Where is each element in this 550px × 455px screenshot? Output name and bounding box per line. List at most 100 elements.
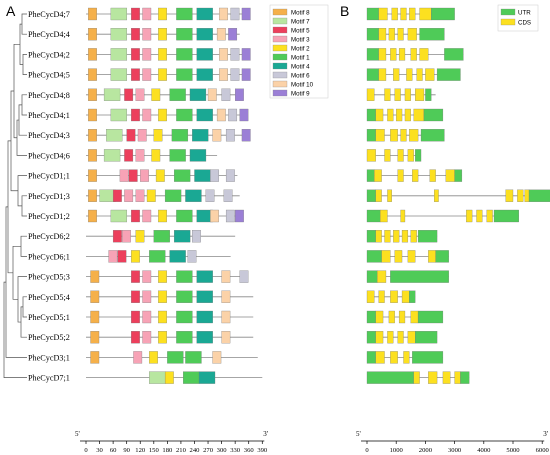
motif-box bbox=[88, 68, 97, 81]
utr-box bbox=[366, 270, 378, 283]
motif-box bbox=[230, 48, 240, 61]
cds-box bbox=[378, 290, 385, 303]
motif-box bbox=[223, 189, 233, 202]
motif-box bbox=[110, 108, 128, 122]
cds-box bbox=[366, 149, 376, 162]
motif-box bbox=[124, 88, 134, 101]
utr-box bbox=[366, 108, 376, 122]
cds-box bbox=[375, 189, 382, 202]
cds-box bbox=[434, 189, 439, 202]
cds-box bbox=[410, 230, 417, 243]
cds-box bbox=[366, 88, 375, 101]
gene-legend: UTR CDS bbox=[497, 4, 539, 32]
utr-box bbox=[435, 250, 449, 263]
gene-labels: PheCycD4;7 PheCycD4;4 PheCycD4;2 PheCycD4;5… bbox=[28, 10, 70, 383]
tree-branch bbox=[5, 206, 27, 358]
gene-label: PheCycD6;1 bbox=[28, 252, 70, 261]
motif-box bbox=[212, 351, 222, 364]
motif-box bbox=[241, 48, 251, 61]
utr-box bbox=[366, 48, 379, 61]
motif-box bbox=[221, 270, 231, 283]
motif-box bbox=[142, 209, 152, 223]
motif-box bbox=[210, 209, 219, 223]
gene-structure-panel bbox=[366, 7, 550, 384]
cds-box bbox=[397, 149, 404, 162]
cds-box bbox=[419, 48, 429, 61]
cds-box bbox=[397, 331, 404, 344]
cds-box bbox=[375, 230, 382, 243]
motif-box bbox=[137, 129, 147, 142]
motif-box bbox=[149, 351, 158, 364]
cds-box bbox=[366, 290, 375, 303]
legend-swatch bbox=[272, 80, 288, 88]
legend-swatch bbox=[272, 8, 288, 16]
cds-box bbox=[445, 169, 455, 182]
motif-box bbox=[88, 7, 97, 21]
cds-box bbox=[400, 209, 406, 223]
motif-box bbox=[88, 149, 97, 162]
motif-box bbox=[153, 230, 170, 243]
utr-box bbox=[366, 371, 414, 384]
axis-tick-label: 0 bbox=[84, 447, 88, 454]
utr-box bbox=[409, 290, 416, 303]
motif-box bbox=[131, 290, 140, 303]
cds-box bbox=[397, 28, 404, 41]
gene-label: PheCycD4;1 bbox=[28, 111, 70, 120]
cds-box bbox=[377, 270, 387, 283]
legend-swatch bbox=[500, 8, 516, 16]
motif-box bbox=[176, 270, 193, 283]
cds-box bbox=[410, 48, 417, 61]
cds-box bbox=[400, 7, 407, 21]
utr-box bbox=[366, 129, 376, 142]
cds-box bbox=[401, 290, 410, 303]
utr-box bbox=[444, 48, 464, 61]
motif-box bbox=[230, 7, 240, 21]
cds-box bbox=[517, 189, 524, 202]
motif-box bbox=[169, 250, 186, 263]
motif-box bbox=[198, 371, 216, 384]
motif-box bbox=[135, 189, 145, 202]
axis-tick-label: 120 bbox=[135, 447, 146, 454]
motif-box bbox=[142, 7, 152, 21]
cds-box bbox=[400, 129, 407, 142]
motif-box bbox=[176, 290, 193, 303]
cds-box bbox=[393, 68, 400, 81]
axis-tick-label: 1000 bbox=[390, 447, 404, 454]
utr-box bbox=[366, 250, 382, 263]
cds-box bbox=[390, 290, 398, 303]
motif-box bbox=[142, 310, 152, 324]
three-prime-label: 3' bbox=[263, 430, 268, 438]
motif-box bbox=[158, 331, 167, 344]
cds-box bbox=[375, 310, 384, 324]
motif-box bbox=[88, 28, 97, 41]
motif-box bbox=[196, 108, 213, 122]
motif-box bbox=[158, 290, 167, 303]
motif-box bbox=[173, 169, 191, 182]
motif-box bbox=[158, 68, 167, 81]
motif-box bbox=[151, 149, 161, 162]
motif-box bbox=[158, 209, 167, 223]
legend-label: Motif 6 bbox=[291, 73, 310, 80]
cds-box bbox=[393, 230, 400, 243]
cds-box bbox=[409, 7, 416, 21]
motif-box bbox=[112, 230, 122, 243]
cds-box bbox=[387, 108, 394, 122]
motif-box bbox=[169, 88, 186, 101]
motif-box bbox=[135, 149, 145, 162]
motif-box bbox=[219, 68, 228, 81]
motif-box bbox=[149, 371, 166, 384]
utr-box bbox=[415, 331, 438, 344]
motif-box bbox=[176, 108, 193, 122]
cds-box bbox=[466, 209, 473, 223]
motif-box bbox=[142, 28, 152, 41]
three-prime-label: 3' bbox=[543, 430, 548, 438]
utr-box bbox=[419, 28, 445, 41]
motif-box bbox=[158, 7, 167, 21]
utr-box bbox=[528, 189, 550, 202]
motif-box bbox=[205, 189, 215, 202]
motif-box bbox=[212, 129, 222, 142]
gene-label: PheCycD4;8 bbox=[28, 91, 70, 100]
gene-label: PheCycD3;1 bbox=[28, 353, 70, 362]
motif-box bbox=[117, 250, 127, 263]
motif-box bbox=[176, 310, 193, 324]
